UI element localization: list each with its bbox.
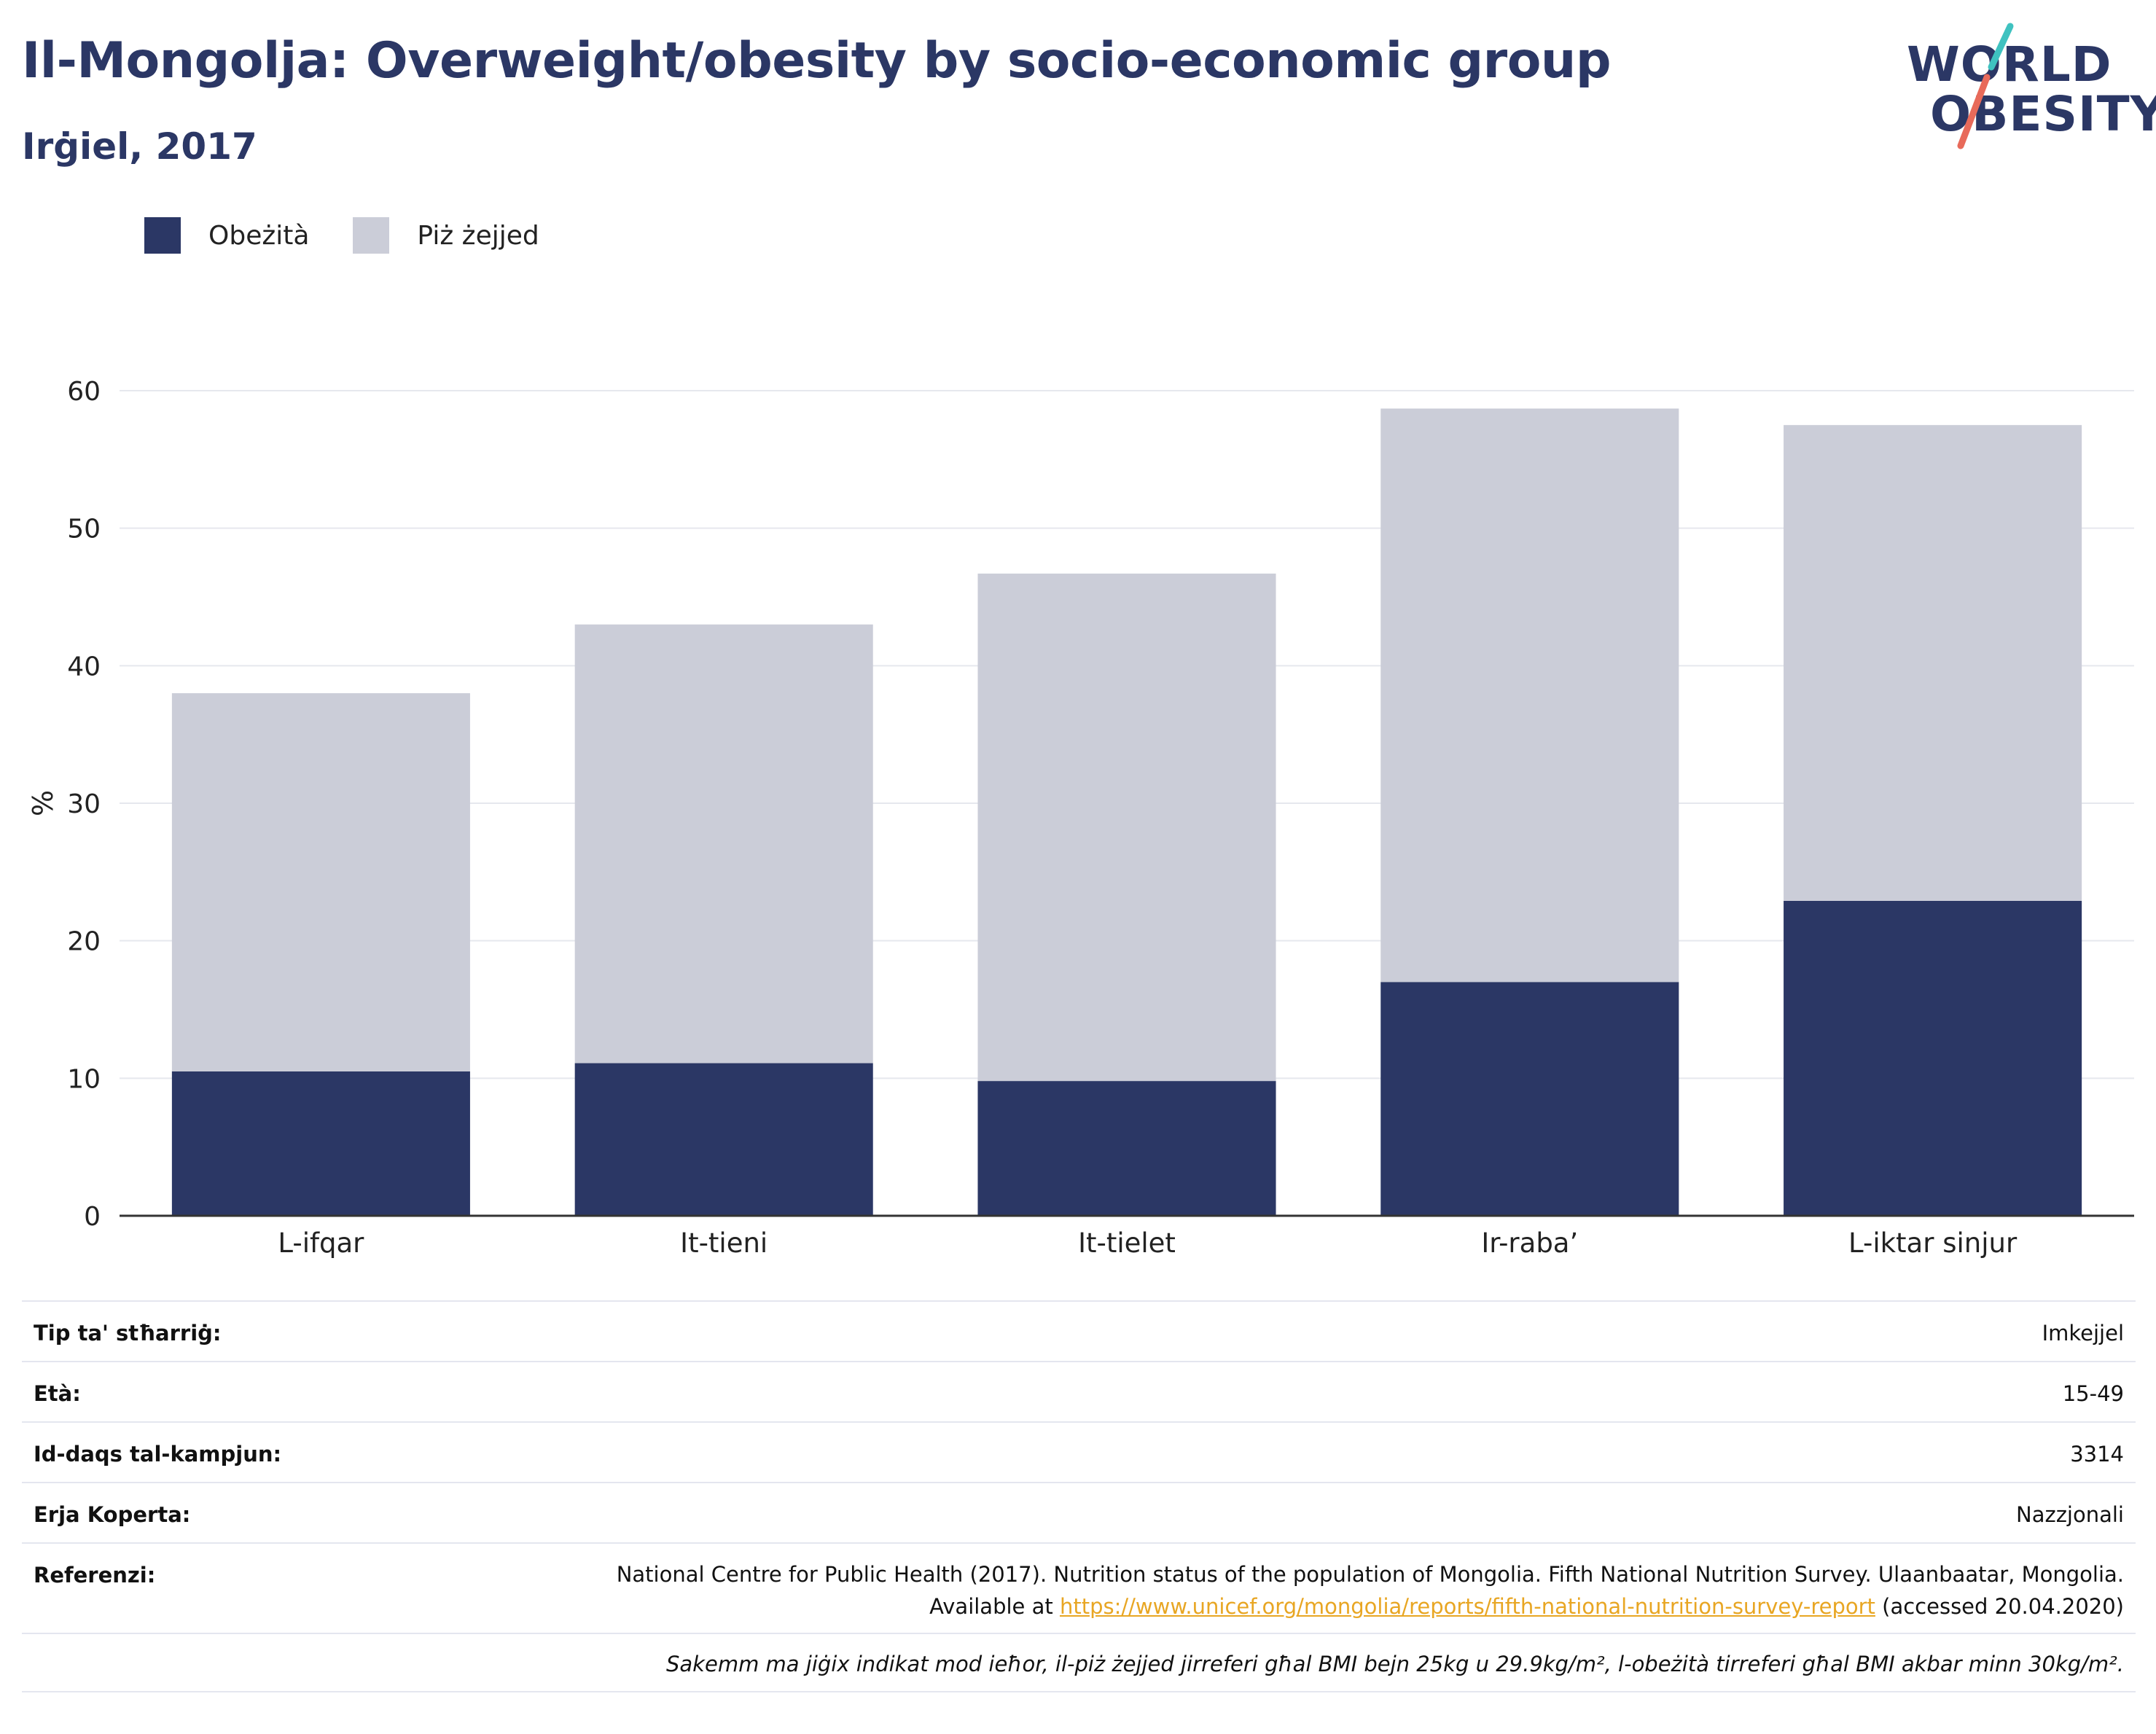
info-value: Nazzjonali xyxy=(2016,1502,2124,1527)
info-row-survey-type: Tip ta' stħarriġ: Imkejjel xyxy=(22,1300,2136,1361)
x-tick-label: It-tieni xyxy=(680,1227,768,1259)
y-axis-title: % xyxy=(27,790,59,816)
x-tick-label: It-tielet xyxy=(1078,1227,1176,1259)
info-row-age: Età: 15-49 xyxy=(22,1361,2136,1421)
y-tick-label: 10 xyxy=(67,1064,101,1094)
stacked-bar-chart: 0 10 20 30 40 50 60% L-ifqar It-tieni It-tielet Ir… xyxy=(27,377,2134,1259)
bar-obesity xyxy=(1784,900,2082,1216)
info-value: 15-49 xyxy=(2062,1381,2124,1406)
reference-text: National Centre for Public Health (2017)… xyxy=(535,1558,2124,1622)
bar-obesity xyxy=(1380,982,1679,1216)
bar-obesity xyxy=(977,1081,1276,1216)
bar-overweight xyxy=(171,693,470,1071)
legend-item-overweight[interactable]: Piż żejjed xyxy=(353,217,539,254)
bar-overweight xyxy=(1784,425,2082,901)
bmi-note: Sakemm ma jiġix indikat mod ieħor, il-pi… xyxy=(666,1652,2124,1676)
reference-link[interactable]: https://www.unicef.org/mongolia/reports/… xyxy=(1059,1594,1875,1619)
world-obesity-logo: WORLD OBESITY xyxy=(1902,22,2156,153)
chart-subtitle: Irġiel, 2017 xyxy=(22,125,257,168)
y-tick-label: 50 xyxy=(67,515,101,544)
info-key: Tip ta' stħarriġ: xyxy=(34,1321,222,1346)
bar-overweight xyxy=(574,624,873,1063)
info-value: Imkejjel xyxy=(2042,1321,2124,1346)
logo-slash-icon xyxy=(1957,23,2014,149)
info-row-area: Erja Koperta: Nazzjonali xyxy=(22,1482,2136,1542)
legend-item-obesity[interactable]: Obeżità xyxy=(144,217,309,254)
chart-title: Il-Mongolja: Overweight/obesity by socio… xyxy=(22,32,1612,90)
y-tick-label: 30 xyxy=(67,789,101,819)
bar-overweight xyxy=(1380,408,1679,983)
x-tick-label: Ir-raba’ xyxy=(1481,1227,1578,1259)
survey-info-table: Tip ta' stħarriġ: Imkejjel Età: 15-49 Id… xyxy=(22,1300,2136,1692)
x-tick-label: L-ifqar xyxy=(278,1227,364,1259)
info-value: 3314 xyxy=(2070,1442,2124,1467)
y-tick-label: 0 xyxy=(84,1202,101,1232)
legend-swatch-overweight xyxy=(353,217,390,254)
info-row-reference: Referenzi: National Centre for Public He… xyxy=(22,1542,2136,1633)
info-key: Età: xyxy=(34,1381,81,1406)
legend-label-obesity: Obeżità xyxy=(208,220,310,251)
legend-label-overweight: Piż żejjed xyxy=(417,220,539,251)
info-row-note: Sakemm ma jiġix indikat mod ieħor, il-pi… xyxy=(22,1633,2136,1692)
info-key: Erja Koperta: xyxy=(34,1502,191,1527)
bar-obesity xyxy=(574,1063,873,1216)
x-tick-label: L-iktar sinjur xyxy=(1848,1227,2018,1259)
info-row-sample-size: Id-daqs tal-kampjun: 3314 xyxy=(22,1421,2136,1482)
legend-swatch-obesity xyxy=(144,217,181,254)
bar-obesity xyxy=(171,1071,470,1216)
info-key: Referenzi: xyxy=(34,1563,156,1587)
y-tick-label: 20 xyxy=(67,927,101,957)
y-tick-label: 40 xyxy=(67,652,101,682)
chart-legend: Obeżità Piż żejjed xyxy=(144,217,583,254)
logo-line-1: WORLD xyxy=(1907,36,2112,93)
info-key: Id-daqs tal-kampjun: xyxy=(34,1442,282,1467)
bar-overweight xyxy=(977,573,1276,1082)
reference-text-after: (accessed 20.04.2020) xyxy=(1875,1594,2124,1619)
y-tick-label: 60 xyxy=(67,377,101,407)
reference-text-before: National Centre for Public Health (2017)… xyxy=(616,1562,2124,1619)
